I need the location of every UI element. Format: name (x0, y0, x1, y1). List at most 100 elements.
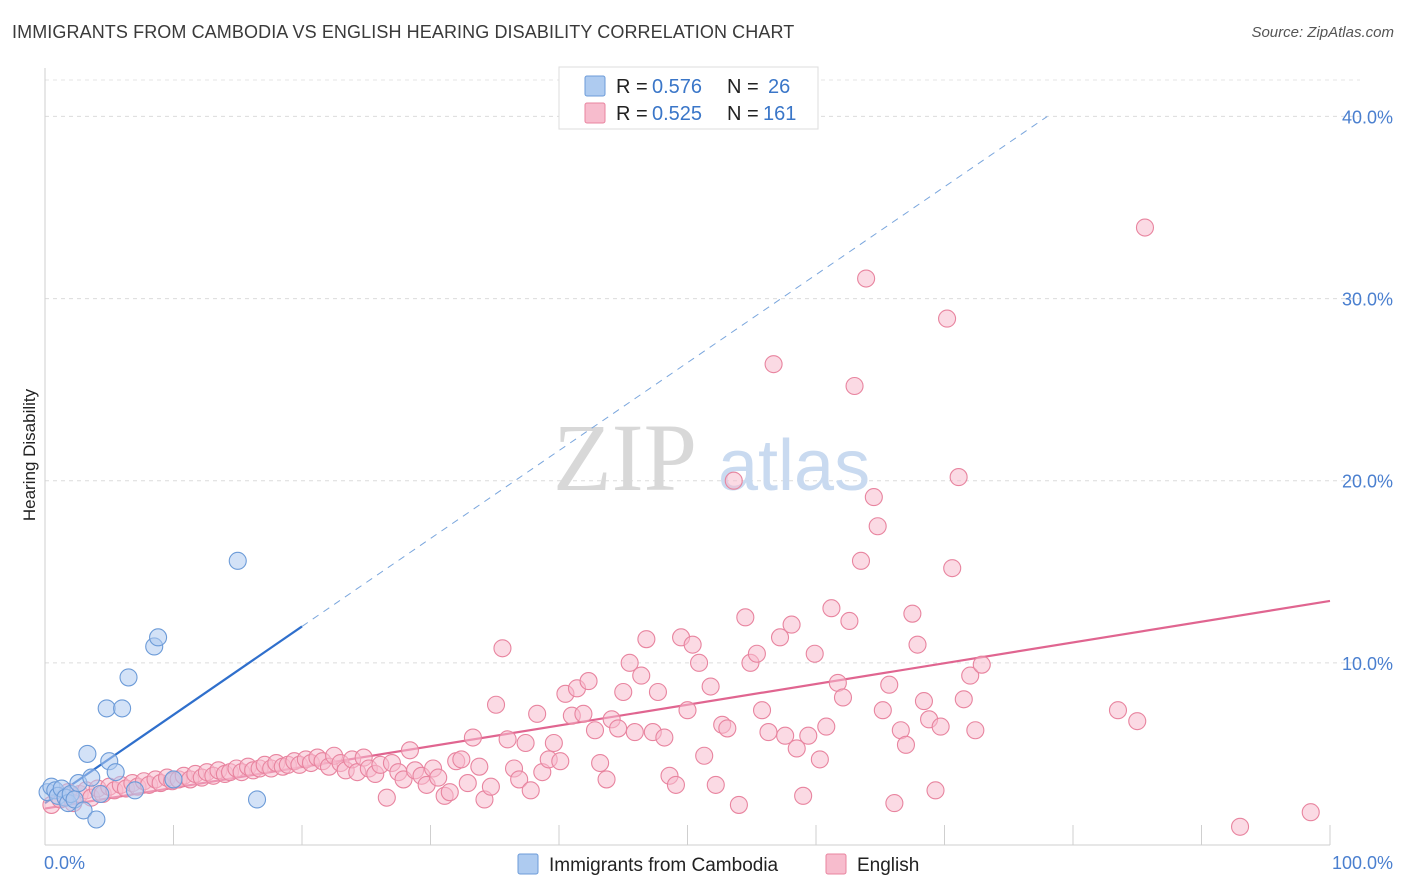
bottom-legend: Immigrants from Cambodia English (517, 853, 919, 876)
english-point-61 (400, 741, 419, 760)
cambodia-trend-extension (301, 116, 1048, 627)
bottom-legend-label-english: English (857, 855, 919, 876)
english-point-164 (1231, 817, 1250, 836)
english-point-124 (764, 355, 783, 374)
english-point-161 (1108, 701, 1128, 720)
english-point-94 (591, 753, 610, 773)
english-point-111 (690, 653, 709, 672)
english-point-159 (966, 721, 985, 740)
english-point-138 (845, 376, 864, 396)
legend: R = 0.576 N = 26 R = 0.525 N = 161 (558, 66, 819, 130)
legend-r-value-2: 0.525 (652, 103, 702, 125)
english-point-101 (632, 666, 651, 685)
english-point-142 (868, 517, 887, 536)
bottom-legend-label-cambodia: Immigrants from Cambodia (549, 855, 779, 876)
legend-r-label-2: R = (616, 103, 648, 125)
english-point-80 (510, 770, 529, 789)
english-point-73 (470, 757, 489, 776)
legend-n-value-2: 161 (763, 103, 796, 125)
english-point-156 (949, 468, 968, 487)
y-tick-label-3: 40.0% (1342, 107, 1393, 127)
cambodia-point-15 (97, 699, 116, 718)
english-point-109 (678, 701, 697, 720)
x-tick-label-0: 0.0% (44, 853, 85, 873)
legend-n-label-2: N = (727, 103, 759, 125)
english-point-68 (440, 783, 459, 802)
english-point-126 (776, 726, 795, 745)
english-point-98 (614, 682, 633, 702)
english-point-147 (896, 735, 916, 754)
english-point-157 (954, 690, 973, 709)
english-point-91 (574, 704, 593, 723)
english-point-116 (718, 719, 737, 738)
cambodia-point-20 (125, 781, 144, 800)
english-point-123 (759, 723, 778, 742)
english-point-165 (1301, 803, 1320, 822)
legend-r-label-1: R = (616, 76, 648, 98)
legend-n-label-1: N = (727, 76, 759, 98)
data-points (38, 218, 1320, 836)
english-point-145 (885, 794, 904, 813)
english-point-72 (463, 728, 482, 747)
english-point-132 (810, 750, 829, 769)
english-point-118 (729, 795, 748, 814)
english-point-134 (822, 599, 841, 618)
cambodia-point-24 (228, 551, 247, 570)
english-point-114 (706, 775, 725, 794)
english-point-143 (873, 701, 892, 720)
english-point-99 (620, 653, 639, 672)
english-point-78 (498, 730, 517, 749)
english-point-66 (429, 768, 448, 787)
english-point-130 (799, 726, 818, 745)
english-point-137 (840, 611, 859, 631)
cambodia-point-12 (82, 768, 101, 787)
english-point-112 (695, 746, 714, 765)
cambodia-point-25 (247, 790, 267, 809)
x-tick-label-1: 100.0% (1332, 853, 1393, 873)
english-point-95 (597, 770, 616, 789)
english-point-57 (377, 788, 396, 807)
cambodia-point-19 (119, 668, 138, 687)
english-point-160 (972, 655, 991, 674)
english-point-153 (931, 717, 950, 736)
grid-lines (45, 79, 1360, 664)
english-point-81 (516, 733, 535, 753)
english-point-148 (903, 604, 922, 623)
english-point-113 (701, 677, 720, 696)
cambodia-point-10 (74, 801, 93, 820)
source-credit: Source: ZipAtlas.com (1251, 24, 1394, 41)
english-point-102 (637, 630, 656, 649)
watermark-zip: ZIP (553, 404, 697, 511)
cambodia-point-17 (106, 763, 125, 782)
english-point-139 (851, 551, 871, 570)
english-point-97 (609, 719, 628, 738)
english-point-104 (648, 682, 667, 702)
cambodia-point-18 (113, 699, 132, 718)
y-tick-label-0: 10.0% (1342, 654, 1393, 674)
english-point-140 (857, 269, 876, 288)
english-point-122 (752, 701, 772, 720)
english-point-83 (528, 704, 547, 723)
y-tick-label-2: 30.0% (1342, 290, 1393, 310)
english-point-76 (486, 695, 506, 714)
english-point-129 (794, 786, 813, 805)
english-point-149 (908, 635, 927, 654)
english-point-75 (481, 777, 500, 796)
english-point-82 (521, 781, 540, 800)
watermark-atlas: atlas (718, 426, 870, 506)
legend-swatch-english (584, 102, 606, 124)
english-point-155 (943, 559, 962, 578)
legend-swatch-cambodia (584, 75, 606, 97)
english-point-107 (666, 775, 685, 794)
english-point-86 (544, 733, 563, 753)
english-point-100 (625, 723, 644, 742)
cambodia-point-13 (87, 810, 106, 829)
cambodia-point-22 (149, 628, 168, 647)
english-point-158 (961, 666, 980, 685)
english-point-141 (864, 488, 883, 507)
bottom-legend-swatch-english (825, 853, 847, 875)
y-tick-label-1: 20.0% (1342, 472, 1393, 492)
english-point-117 (724, 471, 743, 490)
english-point-152 (926, 781, 945, 800)
